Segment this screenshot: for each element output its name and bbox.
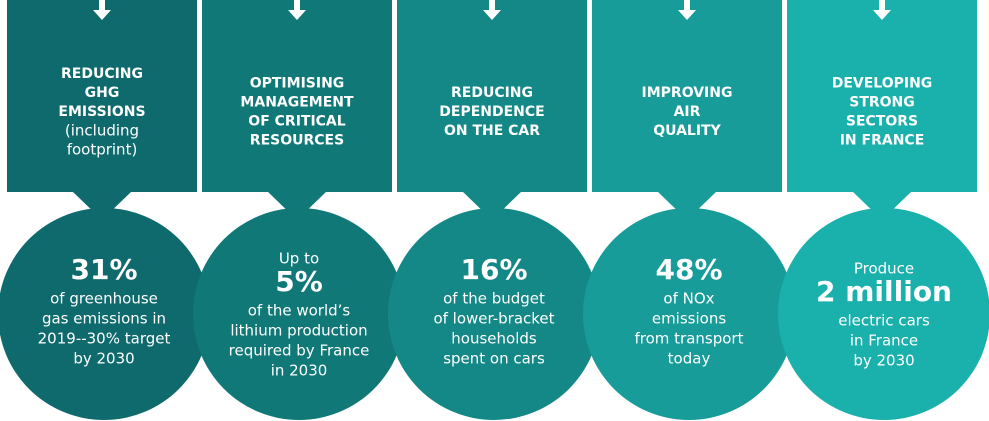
arrow [678,0,696,20]
arrow [483,0,501,20]
stat-text: today [668,350,711,368]
stat-prefix: Produce [854,260,914,278]
stat-circle [0,208,210,420]
stat-text: of the budget [443,290,545,308]
stat-circle [193,208,405,420]
header-title: REDUCING [451,85,533,101]
header-title: DEPENDENCE [439,104,544,120]
header-title: RESOURCES [250,133,344,149]
stat-text: by 2030 [73,350,134,368]
pointer [462,191,522,220]
header-title: IMPROVING [642,85,733,101]
header-box [7,0,197,192]
header-subtitle: (including [65,122,139,140]
header-box [202,0,392,192]
header-title: SECTORS [846,114,918,130]
header-title: IN FRANCE [840,133,925,149]
stat-text: of greenhouse [50,290,158,308]
header-title: DEVELOPING [832,76,933,92]
arrow [873,0,891,20]
header-box [787,0,977,192]
arrow [93,0,111,20]
stat-value: 48% [655,253,722,286]
stat-text: in 2030 [271,362,328,380]
stat-text: gas emissions in [42,310,166,328]
header-title: OPTIMISING [250,76,345,92]
stat-text: emissions [652,310,726,328]
header-title: QUALITY [653,123,721,139]
stat-value: 2 million [816,275,952,308]
stat-text: 2019--30% target [38,330,171,348]
stat-circle [778,208,989,420]
pointer [852,191,912,220]
header-box [592,0,782,192]
stat-text: lithium production [230,322,367,340]
stat-text: required by France [229,342,370,360]
stat-value: 5% [275,265,323,298]
stat-text: electric cars [838,312,930,330]
stat-text: of the world’s [248,302,351,320]
stat-value: 16% [460,253,527,286]
stat-text: by 2030 [853,352,914,370]
header-box [397,0,587,192]
stat-text: from transport [635,330,744,348]
stat-value: 31% [70,253,137,286]
arrow [288,0,306,20]
header-title: AIR [674,104,701,120]
stat-text: in France [850,332,918,350]
header-title: EMISSIONS [58,104,145,120]
stat-prefix: Up to [279,250,319,268]
header-title: REDUCING [61,66,143,82]
pointer [657,191,717,220]
header-subtitle: footprint) [67,141,138,159]
pointer [267,191,327,220]
stat-circle [583,208,795,420]
header-title: ON THE CAR [444,123,540,139]
stat-text: of NOx [663,290,714,308]
stat-text: spent on cars [443,350,545,368]
header-title: GHG [85,85,120,101]
stat-circle [388,208,600,420]
stat-text: of lower-bracket [433,310,554,328]
header-title: STRONG [849,95,915,111]
header-title: OF CRITICAL [248,114,345,130]
pointer [72,191,132,220]
stat-text: households [451,330,537,348]
header-title: MANAGEMENT [240,95,354,111]
